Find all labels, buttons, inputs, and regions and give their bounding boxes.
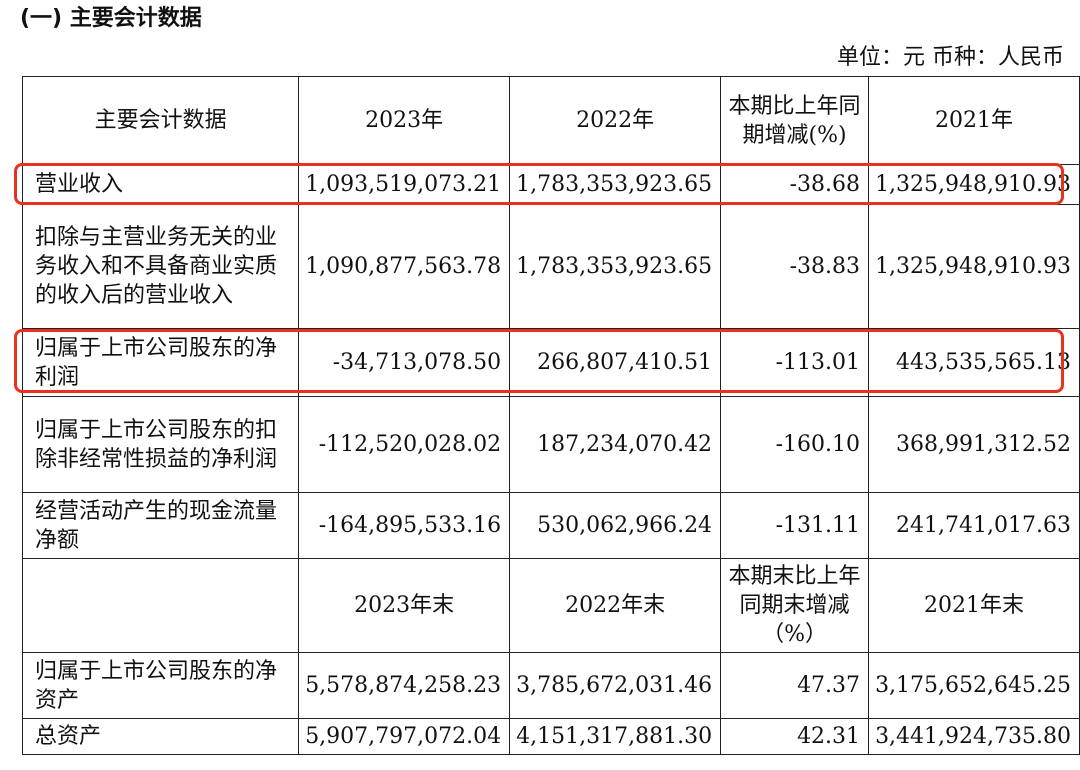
header-cell: 2022年末 [509, 558, 722, 653]
header-cell: 本期末比上年同期末增减（%） [720, 558, 870, 653]
table-row: 营业收入 1,093,519,073.21 1,783,353,923.65 -… [21, 164, 1080, 205]
accounting-data-table: 主要会计数据 2023年 2022年 本期比上年同期增减(%) 2021年 营业… [21, 76, 1080, 755]
section-title: (一) 主要会计数据 [20, 6, 202, 31]
row-label: 归属于上市公司股东的扣除非经常性损益的净利润 [21, 396, 300, 493]
change-cell: -160.10 [720, 396, 870, 493]
value-cell: 5,578,874,258.23 [298, 652, 511, 719]
header-cell [21, 558, 300, 653]
value-cell: 368,991,312.52 [868, 396, 1080, 493]
row-label: 归属于上市公司股东的净利润 [21, 328, 300, 397]
table-row: 归属于上市公司股东的净利润 -34,713,078.50 266,807,410… [21, 328, 1080, 397]
table-header-row: 主要会计数据 2023年 2022年 本期比上年同期增减(%) 2021年 [21, 76, 1080, 165]
value-cell: 187,234,070.42 [509, 396, 722, 493]
value-cell: 530,062,966.24 [509, 492, 722, 559]
table-row: 总资产 5,907,797,072.04 4,151,317,881.30 42… [21, 718, 1080, 755]
change-cell: -113.01 [720, 328, 870, 397]
value-cell: 1,093,519,073.21 [298, 164, 511, 205]
value-cell: 1,090,877,563.78 [298, 204, 511, 329]
header-cell: 2021年末 [868, 558, 1080, 653]
value-cell: 1,325,948,910.93 [868, 164, 1080, 205]
value-cell: -34,713,078.50 [298, 328, 511, 397]
row-label: 归属于上市公司股东的净资产 [21, 652, 300, 719]
value-cell: 1,783,353,923.65 [509, 204, 722, 329]
header-cell: 2021年 [868, 76, 1080, 165]
table-row: 归属于上市公司股东的扣除非经常性损益的净利润 -112,520,028.02 1… [21, 396, 1080, 493]
value-cell: -164,895,533.16 [298, 492, 511, 559]
unit-currency-note: 单位：元 币种：人民币 [837, 45, 1064, 70]
header-cell: 本期比上年同期增减(%) [720, 76, 870, 165]
value-cell: 266,807,410.51 [509, 328, 722, 397]
value-cell: 3,785,672,031.46 [509, 652, 722, 719]
table-row: 经营活动产生的现金流量净额 -164,895,533.16 530,062,96… [21, 492, 1080, 559]
change-cell: -38.68 [720, 164, 870, 205]
value-cell: 443,535,565.13 [868, 328, 1080, 397]
row-label: 营业收入 [21, 164, 300, 205]
value-cell: 3,441,924,735.80 [868, 718, 1080, 755]
table-row: 归属于上市公司股东的净资产 5,578,874,258.23 3,785,672… [21, 652, 1080, 719]
value-cell: 1,783,353,923.65 [509, 164, 722, 205]
row-label: 扣除与主营业务无关的业务收入和不具备商业实质的收入后的营业收入 [21, 204, 300, 329]
row-label: 经营活动产生的现金流量净额 [21, 492, 300, 559]
change-cell: 42.31 [720, 718, 870, 755]
change-cell: -131.11 [720, 492, 870, 559]
row-label: 总资产 [21, 718, 300, 755]
value-cell: 1,325,948,910.93 [868, 204, 1080, 329]
header-cell: 2022年 [509, 76, 722, 165]
value-cell: 4,151,317,881.30 [509, 718, 722, 755]
value-cell: 241,741,017.63 [868, 492, 1080, 559]
change-cell: -38.83 [720, 204, 870, 329]
header-cell: 2023年末 [298, 558, 511, 653]
table-header-row: 2023年末 2022年末 本期末比上年同期末增减（%） 2021年末 [21, 558, 1080, 653]
value-cell: 3,175,652,645.25 [868, 652, 1080, 719]
value-cell: -112,520,028.02 [298, 396, 511, 493]
table-row: 扣除与主营业务无关的业务收入和不具备商业实质的收入后的营业收入 1,090,87… [21, 204, 1080, 329]
header-cell: 主要会计数据 [21, 76, 300, 165]
value-cell: 5,907,797,072.04 [298, 718, 511, 755]
header-cell: 2023年 [298, 76, 511, 165]
change-cell: 47.37 [720, 652, 870, 719]
